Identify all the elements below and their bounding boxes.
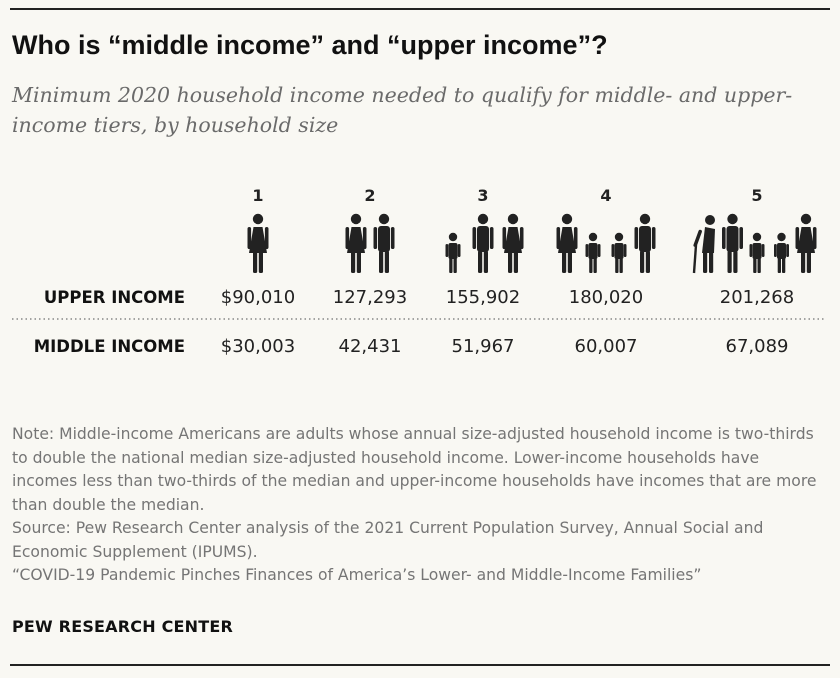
pew-brand-logo: PEW RESEARCH CENTER: [12, 617, 234, 636]
chart-subtitle: Minimum 2020 household income needed to …: [12, 83, 793, 137]
note-text: Note: Middle-income Americans are adults…: [12, 425, 817, 514]
income-value-cell: 42,431: [339, 336, 402, 357]
income-value-cell: 51,967: [452, 336, 515, 357]
household-icon-5: [692, 213, 817, 274]
notes-block: Note: Middle-income Americans are adults…: [12, 423, 828, 588]
income-value-cell: 201,268: [720, 287, 794, 308]
household-icon-3: [445, 213, 524, 273]
top-rule: [10, 8, 830, 10]
income-value-cell: 155,902: [446, 287, 520, 308]
income-value-cell: 127,293: [333, 287, 407, 308]
report-title-text: “COVID-19 Pandemic Pinches Finances of A…: [12, 566, 702, 584]
household-size-label-1: 1: [252, 186, 263, 205]
household-size-label-2: 2: [364, 186, 375, 205]
upper-income-label: UPPER INCOME: [44, 288, 185, 307]
middle-income-label: MIDDLE INCOME: [34, 337, 185, 356]
source-text: Source: Pew Research Center analysis of …: [12, 519, 764, 561]
income-value-cell: $90,010: [221, 287, 295, 308]
household-size-label-5: 5: [751, 186, 762, 205]
household-size-label-4: 4: [600, 186, 611, 205]
bottom-rule: [10, 664, 830, 666]
income-value-cell: 67,089: [726, 336, 789, 357]
chart-title: Who is “middle income” and “upper income…: [12, 30, 608, 60]
household-icon-4: [556, 213, 656, 273]
household-size-label-3: 3: [477, 186, 488, 205]
income-value-cell: $30,003: [221, 336, 295, 357]
household-icon-1: [247, 213, 269, 273]
income-table-chart: 1 2 3 4 5 UPPER INCOME $90,010 127,293 155,902 18…: [12, 186, 826, 357]
income-value-cell: 60,007: [575, 336, 638, 357]
household-icon-2: [345, 213, 395, 273]
income-value-cell: 180,020: [569, 287, 643, 308]
